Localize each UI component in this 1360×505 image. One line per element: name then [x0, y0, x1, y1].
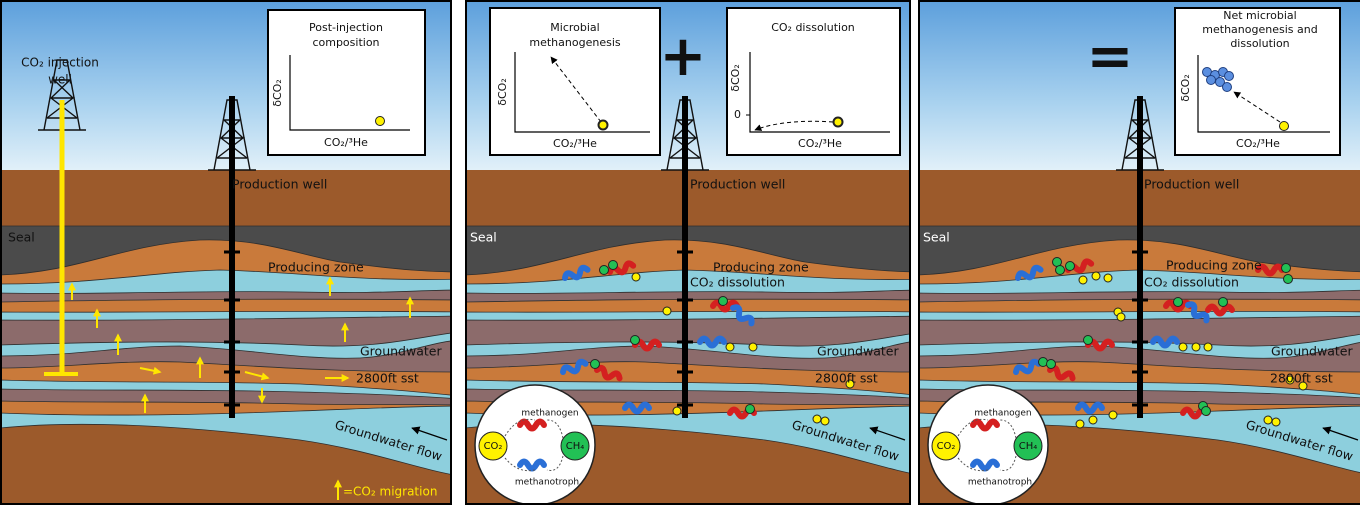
producing-zone-label: Producing zone	[1166, 258, 1262, 273]
sst-label: 2800ft sst	[356, 371, 419, 386]
inset-x-label: CO₂/³He	[553, 137, 597, 150]
injection-well-label: CO₂ injection	[21, 56, 99, 70]
inset-title: dissolution	[1230, 37, 1289, 50]
panel-border	[918, 0, 1360, 505]
inset-x-label: CO₂/³He	[1236, 137, 1280, 150]
inset-point	[597, 119, 609, 131]
panel-methanogenesis: methanogen CO₂ CH₄ methanotroph Producti…	[465, 0, 911, 505]
panel-border	[0, 0, 452, 505]
sst-label: 2800ft sst	[1270, 371, 1333, 386]
panel-net: methanogen CO₂ CH₄ methanotroph Producti…	[918, 0, 1360, 505]
inset-title: methanogenesis and	[1202, 23, 1317, 36]
co2-label: CO₂	[937, 441, 956, 452]
production-well-label: Production well	[1144, 177, 1239, 192]
legend-label: =CO₂ migration	[343, 485, 437, 499]
inset-title: CO₂ dissolution	[771, 21, 855, 34]
inset-arrow	[1233, 91, 1281, 123]
injection-well-label: well	[48, 73, 72, 87]
methanotroph-label: methanotroph	[515, 478, 579, 488]
gas-bubbles	[590, 260, 855, 426]
seal-label: Seal	[470, 230, 497, 245]
flow-arrow	[1322, 426, 1359, 441]
sst-label: 2800ft sst	[815, 371, 878, 386]
inset-y-label: δCO₂	[271, 79, 284, 106]
inset-axes	[749, 52, 890, 133]
inset-axes	[289, 55, 410, 131]
inset-box	[267, 9, 426, 156]
co2-dissolution-label: CO₂ dissolution	[1144, 275, 1239, 290]
groundwater-label: Groundwater	[360, 344, 442, 359]
inset-title: Post-injection	[309, 21, 383, 34]
inset-title: Microbial	[550, 21, 599, 34]
flow-arrow	[411, 426, 448, 441]
panel-border	[465, 0, 911, 505]
inset-arrow	[754, 120, 834, 131]
inset-y-label: δCO₂	[729, 64, 742, 91]
methanogen-label: methanogen	[974, 409, 1031, 419]
methanotroph-label: methanotroph	[968, 478, 1032, 488]
seal-label: Seal	[8, 230, 35, 245]
inset-title: composition	[312, 36, 379, 49]
production-well-label: Production well	[690, 177, 785, 192]
inset-point	[375, 116, 385, 126]
groundwater-label: Groundwater	[817, 344, 899, 359]
inset-axes	[1197, 55, 1330, 133]
ch4-label: CH₄	[1019, 441, 1038, 452]
inset-x-label: CO₂/³He	[324, 136, 368, 149]
inset-points-net	[1202, 67, 1234, 92]
inset-title: Net microbial	[1223, 9, 1296, 22]
co2-migration-arrows	[68, 276, 414, 413]
flow-arrow	[869, 426, 906, 441]
inset-point	[1279, 121, 1289, 131]
producing-zone-label: Producing zone	[713, 260, 809, 275]
groundwater-label: Groundwater	[1271, 344, 1353, 359]
inset-box	[1174, 7, 1341, 156]
production-well-label: Production well	[232, 177, 327, 192]
inset-box	[489, 7, 661, 156]
inset-title: methanogenesis	[529, 36, 620, 49]
co2-dissolution-label: CO₂ dissolution	[690, 275, 785, 290]
inset-point	[832, 116, 844, 128]
co2-label: CO₂	[484, 441, 503, 452]
gas-bubbles	[1038, 257, 1308, 429]
inset-axes	[514, 52, 650, 133]
panel-injection: CO₂ injection well Post-injection compos…	[0, 0, 452, 505]
producing-zone-label: Producing zone	[268, 260, 364, 275]
ch4-label: CH₄	[566, 441, 585, 452]
inset-x-label: CO₂/³He	[798, 137, 842, 150]
inset-y-label: δCO₂	[496, 78, 509, 105]
methanogen-label: methanogen	[521, 409, 578, 419]
seal-label: Seal	[923, 230, 950, 245]
operator-equals: =	[1087, 24, 1134, 89]
inset-y-label: δCO₂	[1179, 74, 1192, 101]
operator-plus: +	[660, 24, 707, 89]
inset-tick-label: 0	[734, 108, 741, 121]
